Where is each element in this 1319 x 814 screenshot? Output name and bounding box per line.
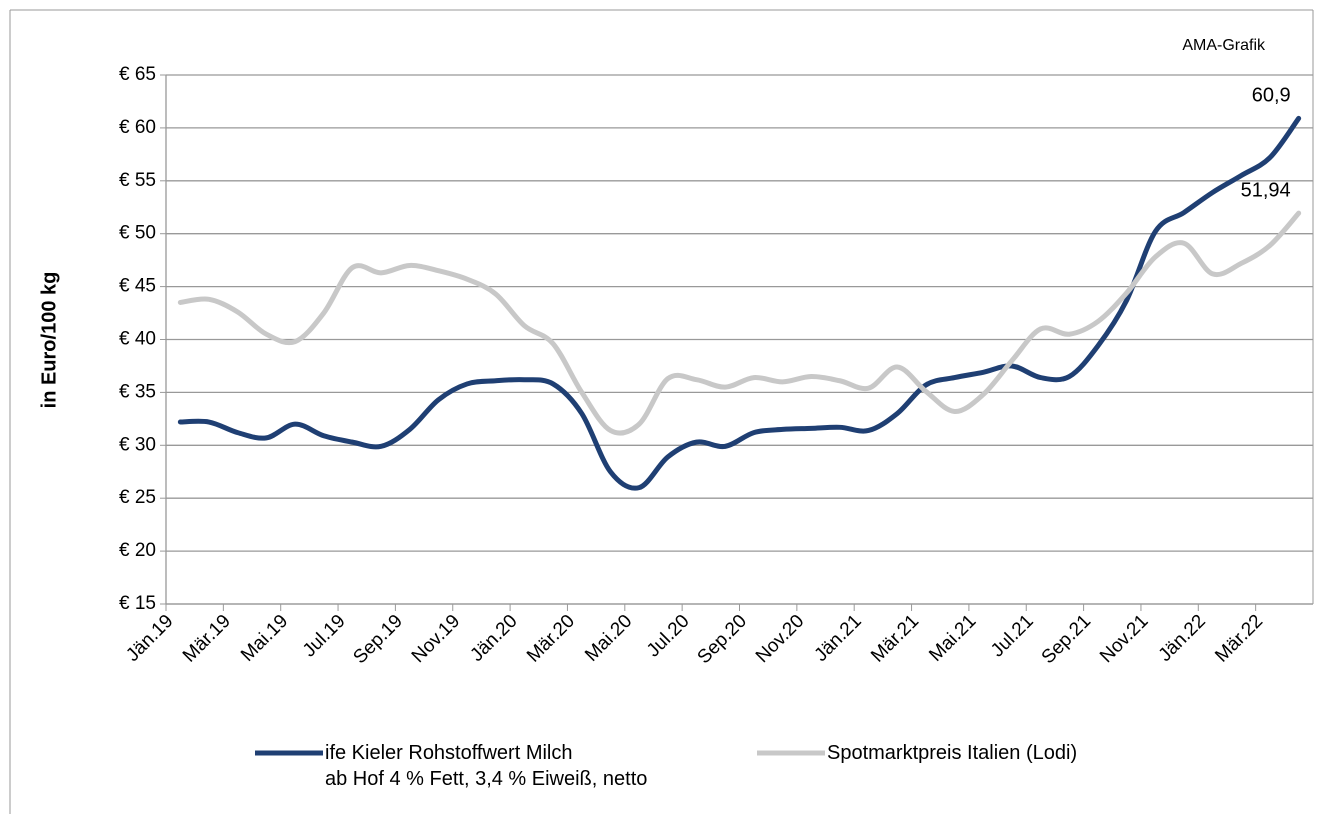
x-tick-label: Sep.21 xyxy=(1038,611,1095,668)
y-tick-label: € 30 xyxy=(119,434,156,455)
y-axis-label: in Euro/100 kg xyxy=(38,272,60,409)
data-label: 60,9 xyxy=(1252,85,1291,107)
y-tick-label: € 20 xyxy=(119,540,156,561)
x-tick-label: Mär.22 xyxy=(1211,611,1267,667)
x-tick-label: Nov.21 xyxy=(1096,611,1152,667)
y-tick-label: € 50 xyxy=(119,223,156,244)
annotation: AMA-Grafik xyxy=(1182,37,1266,54)
x-tick-label: Jän.22 xyxy=(1155,611,1210,666)
series-line xyxy=(177,210,1302,436)
x-tick-label: Nov.20 xyxy=(752,611,808,667)
x-tick-label: Mär.20 xyxy=(523,611,579,667)
data-label: 51,94 xyxy=(1241,179,1291,201)
y-tick-label: € 25 xyxy=(119,487,156,508)
legend-label: Spotmarktpreis Italien (Lodi) xyxy=(827,742,1078,764)
y-tick-label: € 60 xyxy=(119,117,156,138)
x-tick-label: Jän.19 xyxy=(122,611,177,666)
y-tick-label: € 35 xyxy=(119,381,156,402)
y-tick-label: € 45 xyxy=(119,276,156,297)
y-tick-label: € 15 xyxy=(119,593,156,614)
x-tick-label: Mai.20 xyxy=(581,611,636,666)
x-tick-label: Jul.21 xyxy=(987,611,1038,662)
x-tick-label: Mär.19 xyxy=(179,611,235,667)
x-tick-label: Jul.20 xyxy=(643,611,694,662)
x-tick-label: Sep.20 xyxy=(694,611,751,668)
x-tick-label: Mai.21 xyxy=(925,611,980,666)
x-tick-label: Jän.20 xyxy=(466,611,521,666)
x-tick-label: Jul.19 xyxy=(299,611,350,662)
x-tick-label: Nov.19 xyxy=(408,611,464,667)
x-tick-label: Mär.21 xyxy=(867,611,923,667)
x-tick-label: Mai.19 xyxy=(237,611,292,666)
legend-label: ife Kieler Rohstoffwert Milch ab Hof 4 %… xyxy=(325,742,648,790)
y-tick-label: € 40 xyxy=(119,329,156,350)
x-tick-label: Jän.21 xyxy=(811,611,866,666)
y-tick-label: € 65 xyxy=(119,64,156,85)
series-line xyxy=(177,115,1302,491)
x-tick-label: Sep.19 xyxy=(349,611,406,668)
y-tick-label: € 55 xyxy=(119,170,156,191)
